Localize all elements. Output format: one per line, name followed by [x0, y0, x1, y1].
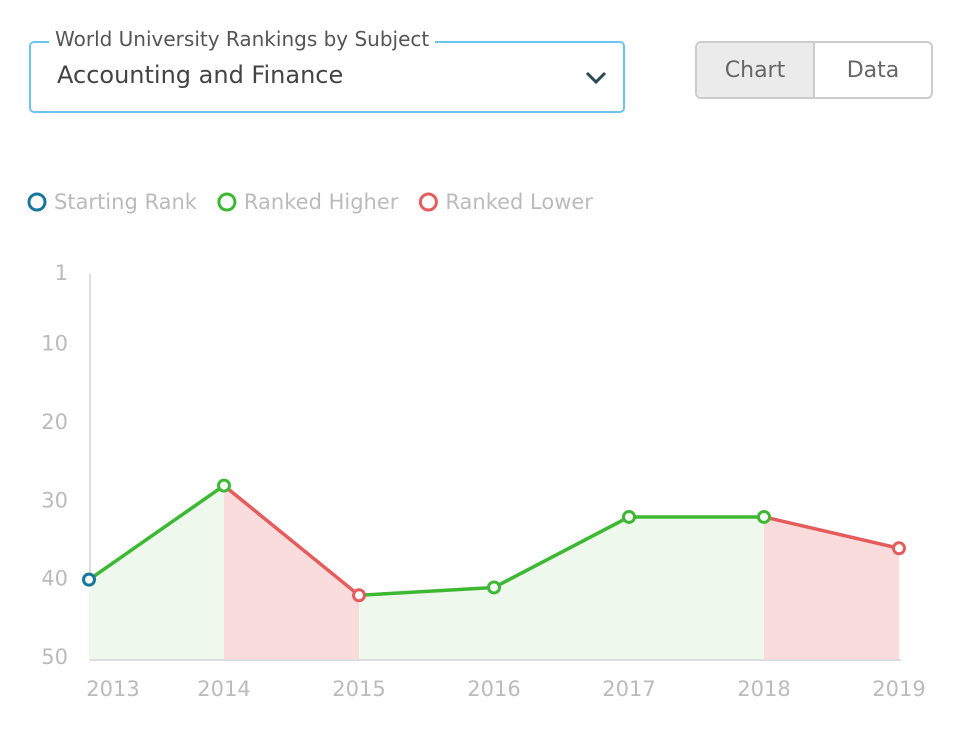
x-tick-label: 2018 — [737, 677, 790, 701]
x-tick-label: 2013 — [86, 677, 139, 701]
area-segment — [89, 485, 224, 659]
line-segment — [493, 515, 630, 590]
legend-marker — [418, 192, 438, 212]
legend-label: Ranked Lower — [445, 190, 593, 214]
x-tick-label: 2014 — [197, 677, 250, 701]
y-tick-label: 10 — [41, 332, 68, 356]
y-tick-label: 50 — [41, 645, 68, 669]
legend-label: Starting Rank — [54, 190, 198, 214]
area-segment — [224, 485, 359, 659]
legend-label: Ranked Higher — [244, 190, 399, 214]
dropdown-value: Accounting and Finance — [57, 61, 344, 89]
point — [622, 509, 636, 524]
view-toggle: Chart Data — [695, 41, 933, 99]
line-segment — [87, 484, 226, 582]
area-segment — [629, 516, 764, 659]
y-tick-label: 20 — [41, 410, 68, 434]
dropdown-label: World University Rankings by Subject — [49, 27, 436, 51]
area-segment — [764, 516, 899, 659]
toggle-button[interactable]: Chart — [697, 43, 815, 97]
point — [82, 572, 96, 587]
legend-marker — [217, 192, 237, 212]
point — [487, 580, 501, 595]
x-tick-label: 2016 — [467, 677, 520, 701]
point — [757, 509, 771, 524]
subject-dropdown[interactable]: World University Rankings by Subject Acc… — [29, 27, 625, 113]
x-tick-label: 2015 — [332, 677, 385, 701]
area-segment — [359, 587, 494, 659]
line-segment — [358, 585, 495, 598]
toggle-button[interactable]: Data — [846, 57, 900, 83]
legend-marker — [27, 192, 47, 212]
line-segment — [222, 484, 361, 597]
chevron — [585, 71, 607, 85]
point — [892, 541, 906, 556]
point — [352, 588, 366, 603]
point — [217, 478, 231, 493]
line-segment — [763, 515, 900, 550]
y-tick-label: 1 — [55, 261, 68, 285]
area-segment — [494, 516, 629, 659]
x-tick-label: 2019 — [872, 677, 925, 701]
y-tick-label: 30 — [41, 488, 68, 512]
y-tick-label: 40 — [41, 567, 68, 591]
x-tick-label: 2017 — [602, 677, 655, 701]
